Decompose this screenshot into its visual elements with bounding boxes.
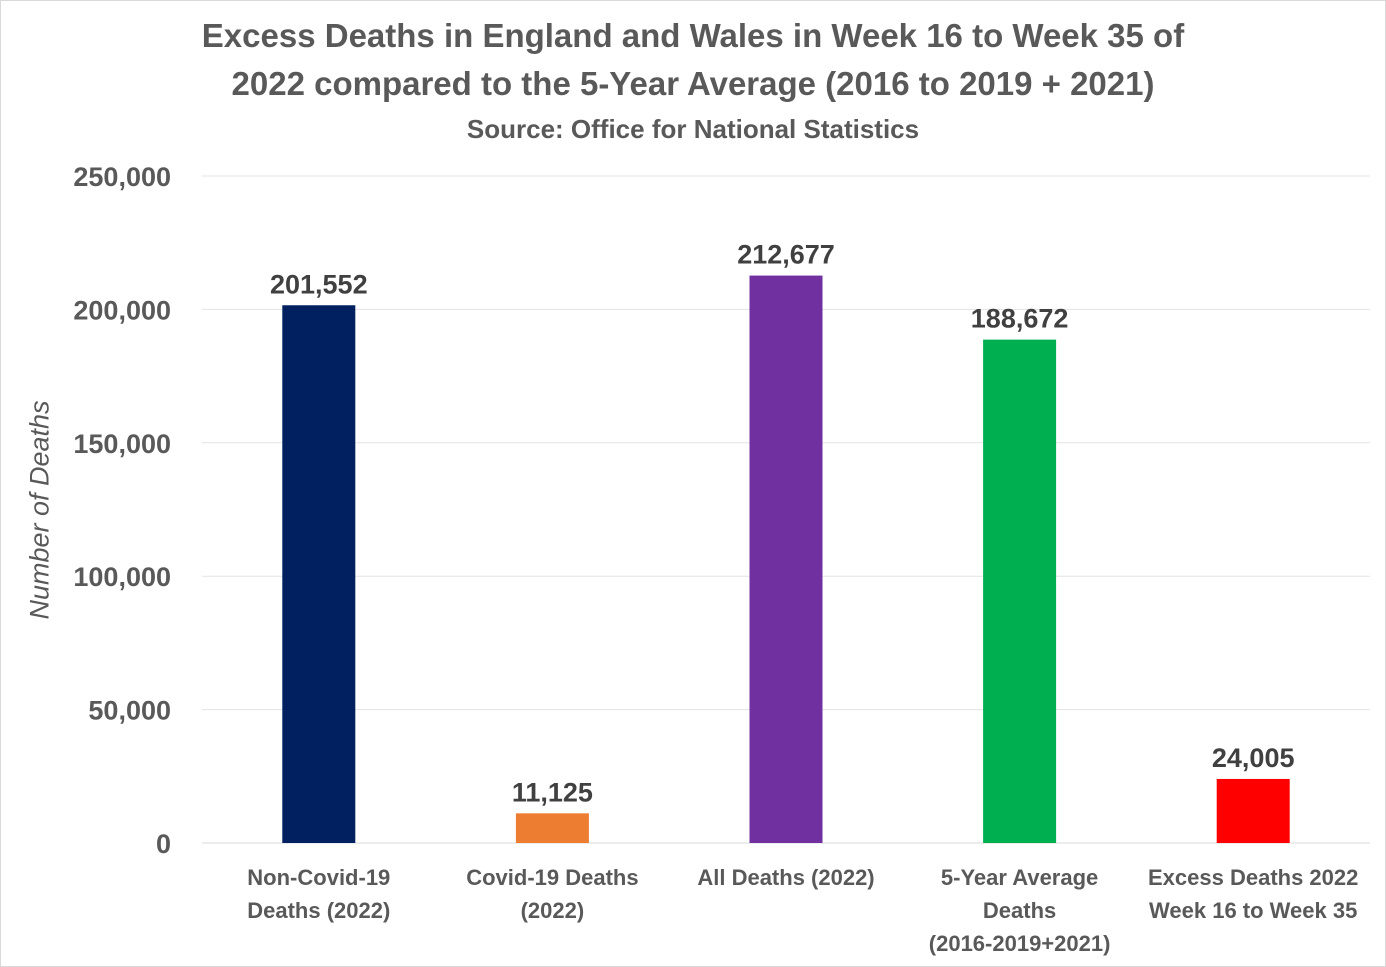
bar — [515, 813, 589, 843]
data-label: 24,005 — [1212, 743, 1295, 773]
x-tick-label: Covid-19 Deaths — [466, 865, 638, 890]
x-tick-label: (2022) — [521, 898, 585, 923]
x-tick-label: Deaths — [983, 898, 1056, 923]
data-label: 11,125 — [512, 777, 593, 807]
x-tick-label: Deaths (2022) — [247, 898, 390, 923]
bar — [749, 275, 823, 843]
y-tick-label: 100,000 — [73, 562, 171, 592]
x-tick-label: Week 16 to Week 35 — [1149, 898, 1357, 923]
chart-subtitle: Source: Office for National Statistics — [466, 114, 920, 144]
x-tick-label: 5-Year Average — [941, 865, 1098, 890]
data-label: 201,552 — [270, 269, 368, 299]
bar — [282, 305, 356, 843]
chart-title: Excess Deaths in England and Wales in We… — [0, 12, 1386, 108]
y-tick-label: 150,000 — [73, 429, 171, 459]
data-label: 188,672 — [971, 304, 1069, 334]
x-tick-label: (2016-2019+2021) — [929, 931, 1111, 956]
y-tick-label: 200,000 — [73, 295, 171, 325]
chart-title-line-2: 2022 compared to the 5-Year Average (201… — [231, 65, 1155, 102]
y-tick-label: 250,000 — [73, 162, 171, 192]
y-tick-label: 0 — [156, 829, 171, 859]
chart-title-line-1: Excess Deaths in England and Wales in We… — [201, 17, 1185, 54]
data-label: 212,677 — [737, 240, 835, 270]
y-tick-label: 50,000 — [88, 696, 171, 726]
x-tick-label: Excess Deaths 2022 — [1148, 865, 1358, 890]
x-tick-label: All Deaths (2022) — [697, 865, 874, 890]
x-tick-label: Non-Covid-19 — [247, 865, 390, 890]
bar — [1216, 778, 1290, 843]
bar — [983, 339, 1057, 843]
